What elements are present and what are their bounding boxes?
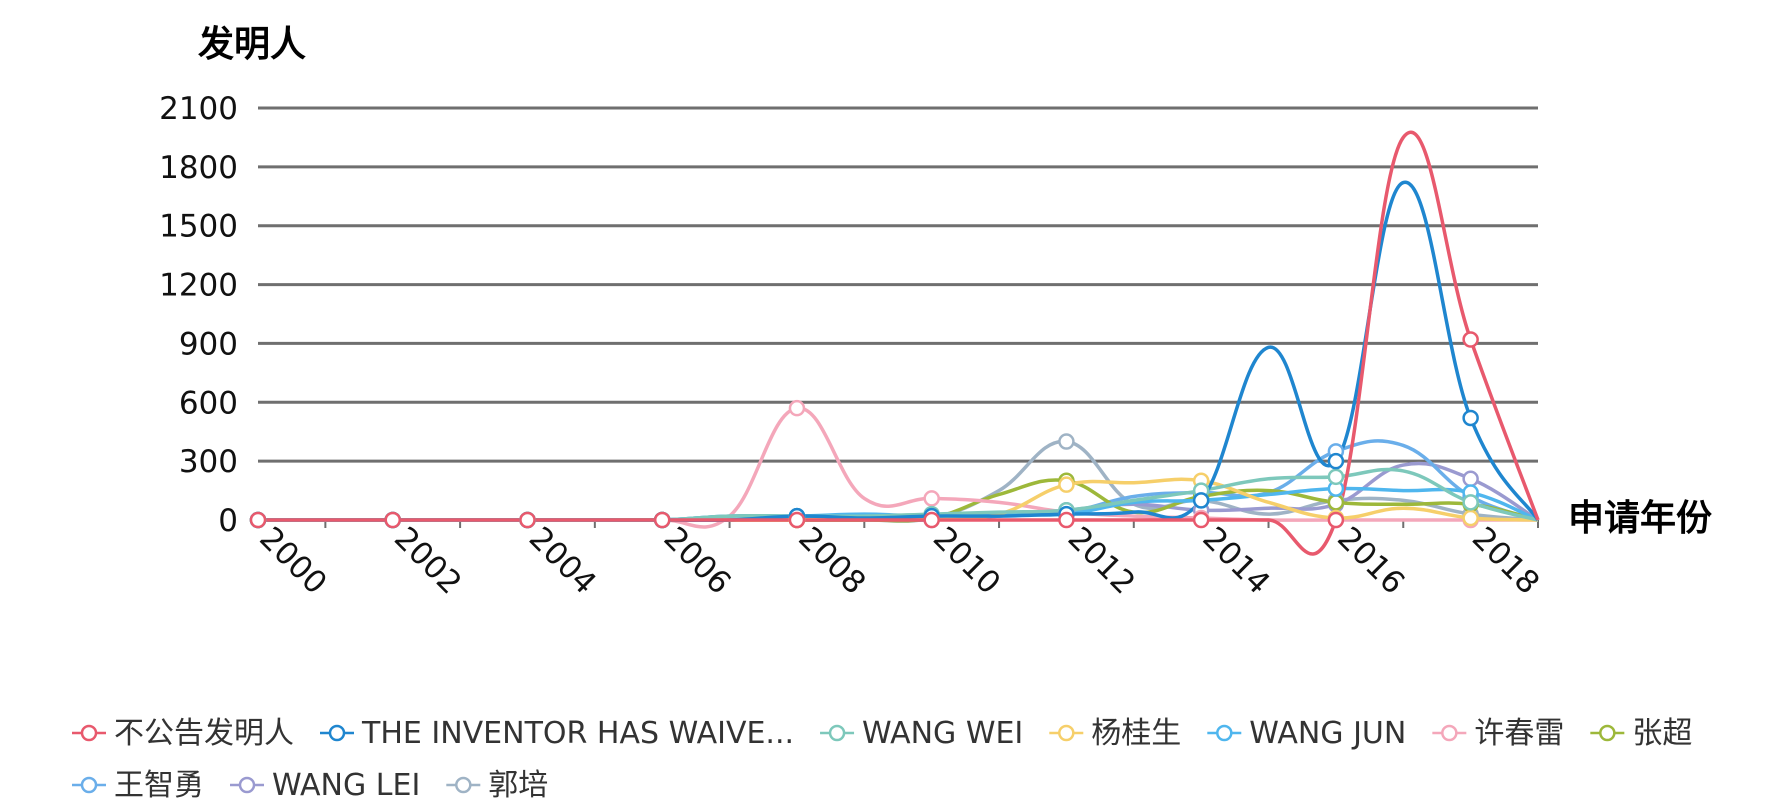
x-tick-label: 2002 bbox=[387, 520, 468, 601]
data-point[interactable] bbox=[1329, 495, 1343, 509]
data-point[interactable] bbox=[925, 491, 939, 505]
legend-marker-icon bbox=[1217, 726, 1231, 740]
legend-item-8[interactable]: WANG LEI bbox=[230, 768, 420, 803]
legend-item-2[interactable]: WANG WEI bbox=[820, 716, 1023, 751]
legend-label: THE INVENTOR HAS WAIVE... bbox=[361, 716, 794, 751]
legend-marker-icon bbox=[1059, 726, 1073, 740]
y-axis-title: 发明人 bbox=[198, 24, 306, 65]
data-point[interactable] bbox=[1194, 493, 1208, 507]
y-tick-label: 1200 bbox=[159, 268, 238, 304]
data-point[interactable] bbox=[1329, 470, 1343, 484]
data-point[interactable] bbox=[386, 513, 400, 527]
data-point[interactable] bbox=[1059, 513, 1073, 527]
data-point[interactable] bbox=[1464, 333, 1478, 347]
legend-label: 不公告发明人 bbox=[114, 716, 294, 751]
data-point[interactable] bbox=[1329, 513, 1343, 527]
legend-label: WANG JUN bbox=[1249, 716, 1406, 751]
legend: 不公告发明人 THE INVENTOR HAS WAIVE... WANG WEI 杨… bbox=[72, 716, 1692, 803]
x-tick-label: 2006 bbox=[657, 520, 738, 601]
legend-marker-icon bbox=[1600, 726, 1614, 740]
legend-label: 郭培 bbox=[488, 768, 548, 803]
y-tick-label: 300 bbox=[179, 444, 238, 480]
legend-marker-icon bbox=[240, 778, 254, 792]
legend-marker-icon bbox=[82, 778, 96, 792]
x-tick-label: 2018 bbox=[1465, 520, 1546, 601]
data-point[interactable] bbox=[1464, 411, 1478, 425]
legend-label: 张超 bbox=[1632, 716, 1692, 751]
y-tick-label: 900 bbox=[179, 326, 238, 362]
x-tick-label: 2000 bbox=[252, 520, 333, 601]
data-point[interactable] bbox=[251, 513, 265, 527]
legend-item-1[interactable]: THE INVENTOR HAS WAIVE... bbox=[320, 716, 794, 751]
legend-label: WANG WEI bbox=[862, 716, 1023, 751]
data-point[interactable] bbox=[1464, 511, 1478, 525]
data-point[interactable] bbox=[1059, 478, 1073, 492]
legend-label: 许春雷 bbox=[1474, 716, 1564, 751]
data-point[interactable] bbox=[1464, 495, 1478, 509]
legend-marker-icon bbox=[1442, 726, 1456, 740]
x-axis-title: 申请年份 bbox=[1568, 498, 1712, 539]
x-tick-label: 2010 bbox=[926, 520, 1007, 601]
data-point[interactable] bbox=[520, 513, 534, 527]
x-tick-label: 2016 bbox=[1330, 520, 1411, 601]
legend-label: 王智勇 bbox=[114, 768, 204, 803]
legend-item-3[interactable]: 杨桂生 bbox=[1049, 716, 1181, 751]
legend-marker-icon bbox=[82, 726, 96, 740]
series-line-5 bbox=[258, 408, 1538, 527]
legend-item-4[interactable]: WANG JUN bbox=[1207, 716, 1406, 751]
x-tick-label: 2012 bbox=[1061, 520, 1142, 601]
data-point[interactable] bbox=[1194, 513, 1208, 527]
series-line-1 bbox=[258, 182, 1538, 520]
data-point[interactable] bbox=[1329, 454, 1343, 468]
y-tick-label: 1500 bbox=[159, 209, 238, 245]
x-tick-label: 2004 bbox=[522, 520, 603, 601]
data-point[interactable] bbox=[925, 513, 939, 527]
x-tick-label: 2008 bbox=[791, 520, 872, 601]
data-point[interactable] bbox=[790, 513, 804, 527]
y-tick-label: 600 bbox=[179, 385, 238, 421]
data-point[interactable] bbox=[655, 513, 669, 527]
y-tick-label: 0 bbox=[218, 503, 238, 539]
legend-item-5[interactable]: 许春雷 bbox=[1432, 716, 1564, 751]
legend-item-7[interactable]: 王智勇 bbox=[72, 768, 204, 803]
legend-marker-icon bbox=[330, 726, 344, 740]
y-tick-label: 2100 bbox=[159, 91, 238, 127]
data-point[interactable] bbox=[1464, 472, 1478, 486]
legend-item-6[interactable]: 张超 bbox=[1590, 716, 1692, 751]
legend-label: 杨桂生 bbox=[1091, 716, 1181, 751]
y-tick-label: 1800 bbox=[159, 150, 238, 186]
legend-item-0[interactable]: 不公告发明人 bbox=[72, 716, 294, 751]
legend-item-9[interactable]: 郭培 bbox=[446, 768, 548, 803]
legend-marker-icon bbox=[456, 778, 470, 792]
legend-marker-icon bbox=[830, 726, 844, 740]
data-point[interactable] bbox=[790, 401, 804, 415]
data-point[interactable] bbox=[1059, 435, 1073, 449]
x-tick-label: 2014 bbox=[1196, 520, 1277, 601]
grid-layer bbox=[258, 108, 1538, 520]
legend-label: WANG LEI bbox=[272, 768, 420, 803]
